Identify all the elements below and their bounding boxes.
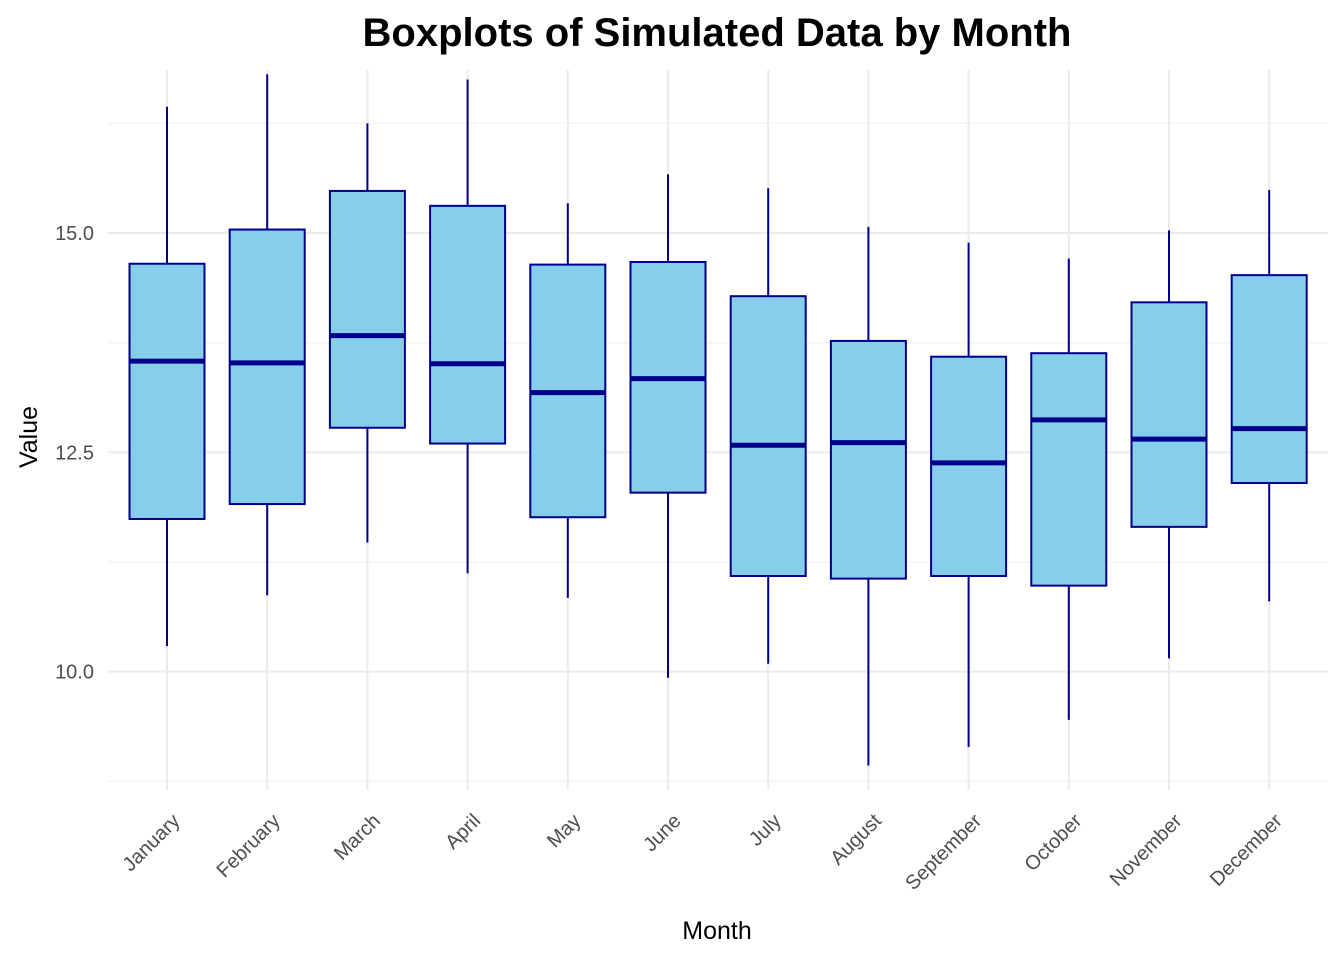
x-tick-labels: January February March April May June July Augu… bbox=[119, 810, 1287, 895]
iqr-box bbox=[228, 228, 306, 506]
box-november bbox=[1130, 230, 1208, 659]
box-may bbox=[529, 203, 607, 598]
iqr-box bbox=[729, 295, 807, 577]
box-september bbox=[930, 242, 1008, 748]
box-october bbox=[1030, 258, 1108, 720]
x-tick-label: February bbox=[213, 810, 285, 882]
x-tick-label: December bbox=[1206, 810, 1287, 891]
box-april bbox=[429, 79, 507, 574]
box-january bbox=[128, 106, 206, 647]
boxplots bbox=[128, 74, 1308, 766]
box-december bbox=[1230, 190, 1308, 602]
box-july bbox=[729, 188, 807, 664]
iqr-box bbox=[429, 204, 507, 445]
box-march bbox=[328, 123, 406, 543]
y-tick-labels: 10.0 12.5 15.0 bbox=[55, 223, 94, 684]
chart-title: Boxplots of Simulated Data by Month bbox=[363, 11, 1072, 55]
box-august bbox=[829, 226, 907, 766]
y-axis-title: Value bbox=[15, 406, 43, 468]
y-tick-label: 15.0 bbox=[55, 223, 94, 245]
box-june bbox=[629, 174, 707, 678]
iqr-box bbox=[128, 262, 206, 520]
x-axis-title: Month bbox=[682, 917, 751, 945]
x-tick-label: April bbox=[441, 810, 485, 854]
box-february bbox=[228, 74, 306, 596]
iqr-box bbox=[328, 189, 406, 429]
y-tick-label: 10.0 bbox=[55, 662, 94, 684]
x-tick-label: March bbox=[330, 810, 385, 865]
x-tick-label: May bbox=[543, 810, 585, 852]
iqr-box bbox=[1230, 274, 1308, 485]
x-tick-label: October bbox=[1020, 810, 1086, 876]
iqr-box bbox=[1030, 352, 1108, 587]
iqr-box bbox=[930, 355, 1008, 577]
x-tick-label: August bbox=[826, 810, 886, 870]
x-tick-label: June bbox=[639, 810, 685, 856]
y-tick-label: 12.5 bbox=[55, 442, 94, 464]
iqr-box bbox=[1130, 301, 1208, 528]
x-tick-label: July bbox=[745, 810, 786, 851]
iqr-box bbox=[829, 339, 907, 580]
x-tick-label: November bbox=[1106, 810, 1187, 891]
x-tick-label: January bbox=[119, 810, 185, 876]
x-tick-label: September bbox=[901, 810, 986, 895]
